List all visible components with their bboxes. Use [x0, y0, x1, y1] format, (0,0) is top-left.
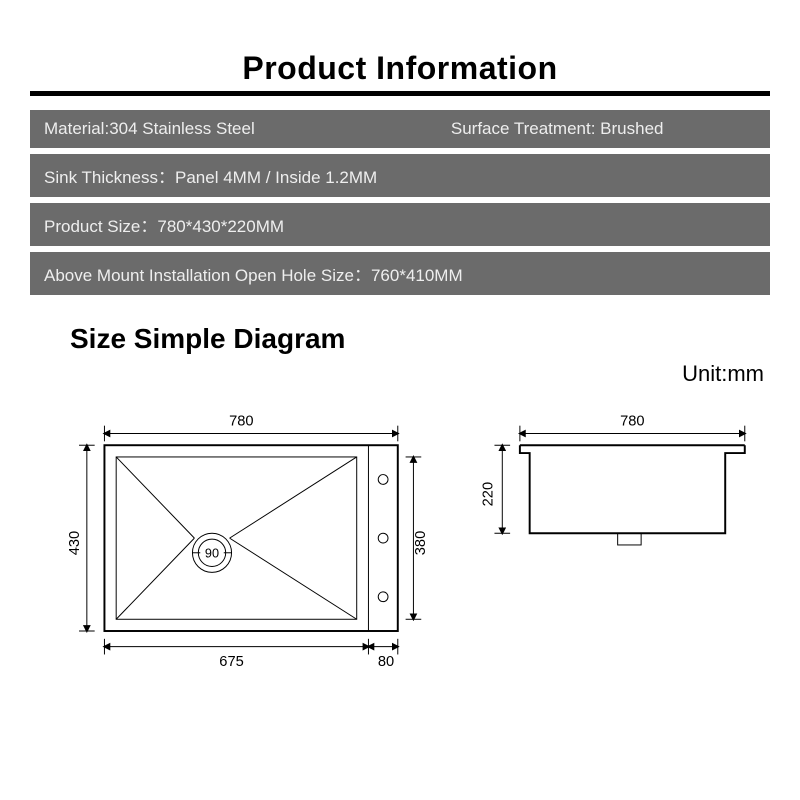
spec-surface-label: Surface Treatment:: [451, 119, 596, 138]
diagram-area: 780 90 430: [30, 393, 770, 693]
unit-label: Unit:mm: [30, 361, 764, 387]
dim-side-height: 220: [480, 482, 496, 506]
spec-hole: Above Mount Installation Open Hole Size：…: [44, 261, 463, 286]
spec-surface: Surface Treatment: Brushed: [451, 119, 756, 139]
spec-material-value: 304 Stainless Steel: [109, 119, 255, 138]
dim-left-height: 430: [67, 531, 83, 555]
dim-top-width: 780: [229, 414, 253, 430]
spec-row-size: Product Size：780*430*220MM: [30, 203, 770, 246]
spec-size: Product Size：780*430*220MM: [44, 212, 284, 237]
dim-side-width: 780: [620, 414, 644, 430]
title-underline: [30, 91, 770, 96]
dim-right-height: 380: [413, 531, 429, 555]
top-view-diagram: 780 90 430: [36, 393, 447, 693]
side-view-diagram: 780 220: [471, 393, 764, 693]
spec-row-hole: Above Mount Installation Open Hole Size：…: [30, 252, 770, 295]
page-title: Product Information: [30, 50, 770, 91]
subtitle: Size Simple Diagram: [70, 323, 770, 355]
spec-material: Material:304 Stainless Steel: [44, 119, 451, 139]
spec-material-label: Material:: [44, 119, 109, 138]
spec-surface-value: Brushed: [600, 119, 663, 138]
dim-bottom-inner: 675: [219, 654, 243, 670]
title-bar: Product Information: [30, 50, 770, 96]
spec-thickness: Sink Thickness：Panel 4MM / Inside 1.2MM: [44, 163, 377, 188]
spec-row-thickness: Sink Thickness：Panel 4MM / Inside 1.2MM: [30, 154, 770, 197]
dim-bottom-strip: 80: [378, 654, 394, 670]
dim-drain: 90: [205, 546, 219, 561]
spec-row-material: Material:304 Stainless Steel Surface Tre…: [30, 110, 770, 148]
